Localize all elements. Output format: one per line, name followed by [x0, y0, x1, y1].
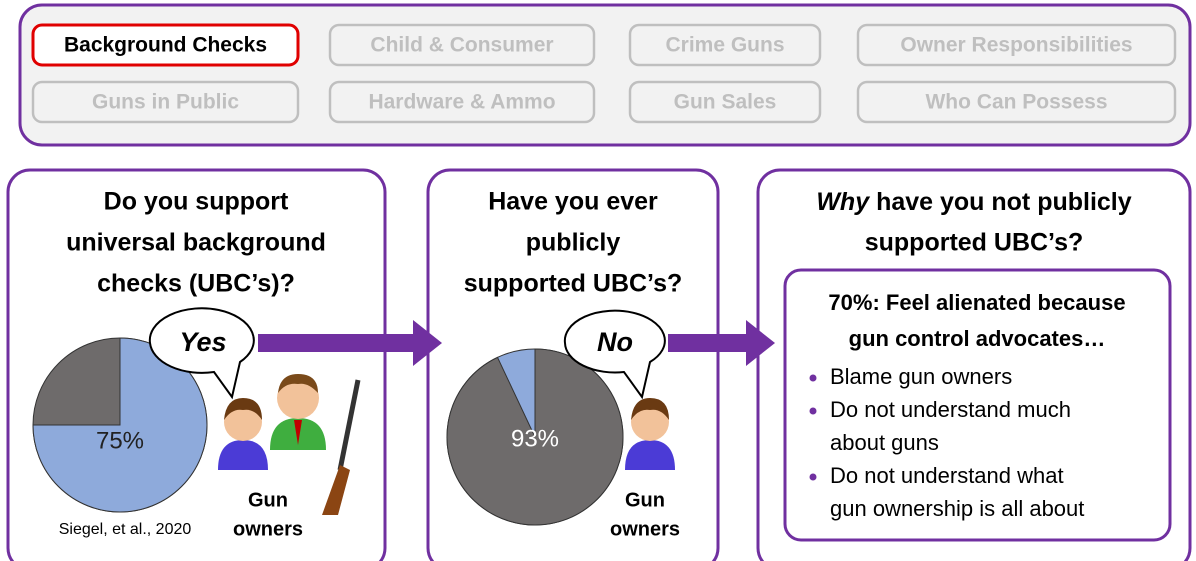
- tab-label[interactable]: Owner Responsibilities: [900, 34, 1132, 57]
- title-emphasis: Why: [816, 188, 870, 216]
- panel-title: Do you support: [104, 188, 289, 216]
- bullet-text: Do not understand what: [830, 463, 1064, 488]
- panel-title: checks (UBC’s)?: [97, 270, 295, 298]
- title-text: have you not publicly: [876, 188, 1132, 216]
- pie-label: 93%: [511, 425, 559, 452]
- bubble-text: No: [597, 327, 633, 357]
- tab-label[interactable]: Background Checks: [64, 34, 267, 57]
- panel-title: Have you ever: [488, 188, 658, 216]
- arrow: [258, 334, 413, 352]
- tab-label[interactable]: Hardware & Ammo: [368, 91, 555, 114]
- panel-title: supported UBC’s?: [865, 229, 1084, 257]
- tab-label[interactable]: Who Can Possess: [925, 91, 1107, 114]
- caption: Gun: [248, 489, 288, 511]
- caption: owners: [610, 518, 680, 540]
- bullet-text: Do not understand much: [830, 397, 1071, 422]
- tab-label[interactable]: Gun Sales: [674, 91, 777, 114]
- panel-title: Why have you not publicly: [816, 188, 1131, 216]
- tab-label[interactable]: Guns in Public: [92, 91, 239, 114]
- pie-label: 75%: [96, 427, 144, 454]
- box-heading: 70%: Feel alienated because: [828, 290, 1125, 315]
- box-heading: gun control advocates…: [849, 326, 1106, 351]
- panel-title: universal background: [66, 229, 326, 257]
- caption: owners: [233, 518, 303, 540]
- caption: Gun: [625, 489, 665, 511]
- source: Siegel, et al., 2020: [59, 521, 192, 538]
- bullet-text: gun ownership is all about: [830, 496, 1084, 521]
- bullet-text: Blame gun owners: [830, 364, 1012, 389]
- tab-label[interactable]: Child & Consumer: [370, 34, 553, 57]
- panel-title: publicly: [526, 229, 621, 257]
- bullet-dot: [810, 408, 817, 415]
- arrow: [668, 334, 746, 352]
- slide: Background Checks Child & Consumer Crime G…: [0, 0, 1196, 561]
- bubble-text: Yes: [179, 327, 226, 357]
- bullet-dot: [810, 375, 817, 382]
- panel-title: supported UBC’s?: [464, 270, 683, 298]
- bullet-text: about guns: [830, 430, 939, 455]
- bullet-dot: [810, 474, 817, 481]
- tab-label[interactable]: Crime Guns: [665, 34, 784, 57]
